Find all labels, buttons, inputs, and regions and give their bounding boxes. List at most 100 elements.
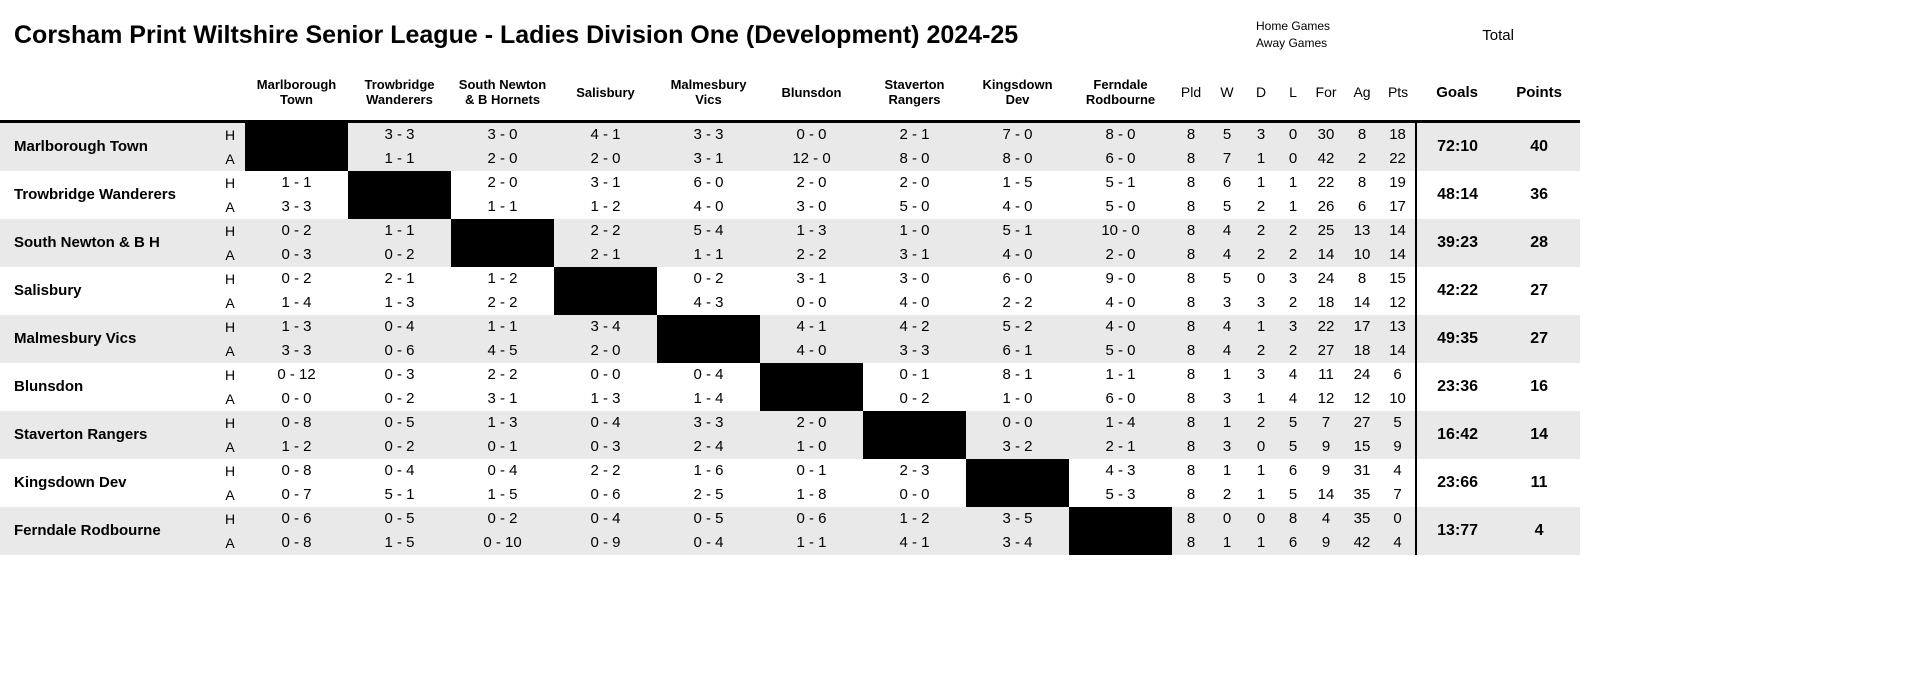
stat-cell: 6 bbox=[1222, 174, 1232, 191]
home-away-label: H bbox=[224, 127, 236, 143]
stat-cell: 2 bbox=[1256, 198, 1266, 215]
stat-cell: 19 bbox=[1389, 174, 1406, 191]
result-cell: 0 - 7 bbox=[281, 486, 312, 503]
team-row-home: Marlborough Town H 3 - 3 3 - 0 4 - 1 3 - 3 0 -… bbox=[0, 121, 1581, 171]
stat-cell: 9 bbox=[1321, 438, 1331, 455]
result-cell: 0 - 1 bbox=[899, 366, 930, 383]
result-cell: 5 - 0 bbox=[899, 198, 930, 215]
corner-spacer-ha bbox=[215, 64, 245, 123]
result-cell: 4 - 1 bbox=[796, 318, 827, 335]
opponent-header: Salisbury bbox=[554, 64, 657, 123]
result-cell: 4 - 0 bbox=[899, 294, 930, 311]
stat-cell: 0 bbox=[1256, 270, 1266, 287]
stat-cell: 10 bbox=[1389, 390, 1406, 407]
result-cell: 1 - 1 bbox=[281, 174, 312, 191]
page-title: Corsham Print Wiltshire Senior League - … bbox=[14, 20, 1019, 49]
stat-cell: 0 bbox=[1393, 510, 1402, 527]
stat-cell: 5 bbox=[1222, 270, 1232, 287]
opponent-header: South Newton & B Hornets bbox=[451, 64, 554, 123]
result-cell: 1 - 2 bbox=[281, 438, 312, 455]
corner-spacer-team bbox=[0, 64, 215, 123]
result-cell: 4 - 3 bbox=[1105, 462, 1136, 479]
stat-cell: 8 bbox=[1186, 198, 1196, 215]
result-cell: 0 - 12 bbox=[277, 366, 316, 383]
result-cell: 0 - 6 bbox=[796, 510, 827, 527]
result-cell: 2 - 1 bbox=[590, 246, 621, 263]
result-cell: 4 - 1 bbox=[590, 126, 621, 143]
stat-cell: 22 bbox=[1389, 150, 1406, 167]
stat-cell: 14 bbox=[1353, 294, 1371, 311]
team-row-home: Kingsdown Dev H 0 - 8 0 - 4 0 - 4 2 - 2 1 - 6 0… bbox=[0, 459, 1581, 507]
stat-cell: 14 bbox=[1389, 222, 1406, 239]
stat-cell: 1 bbox=[1256, 150, 1266, 167]
result-cell: 2 - 1 bbox=[899, 126, 930, 143]
result-cell: 6 - 0 bbox=[1105, 150, 1136, 167]
stat-cell: 31 bbox=[1353, 462, 1371, 479]
stat-cell: 22 bbox=[1317, 318, 1335, 335]
points-total: 40 bbox=[1530, 138, 1548, 155]
result-cell: 1 - 5 bbox=[1002, 174, 1033, 191]
stat-cell: 5 bbox=[1393, 414, 1402, 431]
stat-cell: 4 bbox=[1222, 342, 1232, 359]
result-cell: 0 - 6 bbox=[281, 510, 312, 527]
stat-cell: 3 bbox=[1256, 294, 1266, 311]
result-cell: 1 - 1 bbox=[487, 318, 518, 335]
result-cell: 0 - 2 bbox=[281, 270, 312, 287]
opponent-header: Blunsdon bbox=[760, 64, 863, 123]
stat-cell: 1 bbox=[1288, 174, 1298, 191]
goals-total: 23:66 bbox=[1415, 459, 1499, 507]
points-total: 27 bbox=[1530, 330, 1548, 347]
stat-cell: 8 bbox=[1186, 462, 1196, 479]
points-total: 4 bbox=[1534, 522, 1544, 539]
stat-cell: 12 bbox=[1389, 294, 1406, 311]
result-cell: 6 - 0 bbox=[1105, 390, 1136, 407]
stat-cell: 5 bbox=[1222, 198, 1232, 215]
home-away-label: H bbox=[224, 223, 236, 239]
stat-cell: 24 bbox=[1353, 366, 1371, 383]
goals-header: Goals bbox=[1416, 64, 1499, 123]
stat-cell: 8 bbox=[1288, 510, 1298, 527]
opponent-header: Staverton Rangers bbox=[863, 64, 966, 123]
result-cell: 1 - 1 bbox=[1105, 366, 1136, 383]
result-cell: 0 - 4 bbox=[693, 534, 724, 551]
stat-cell: 1 bbox=[1222, 414, 1232, 431]
points-total: 28 bbox=[1530, 234, 1548, 251]
goals-total: 49:35 bbox=[1415, 315, 1499, 363]
result-cell: 3 - 3 bbox=[693, 126, 724, 143]
goals-total: 13:77 bbox=[1415, 507, 1499, 555]
result-cell: 2 - 0 bbox=[1105, 246, 1136, 263]
result-cell: 1 - 4 bbox=[693, 390, 724, 407]
result-cell: 7 - 0 bbox=[1002, 126, 1033, 143]
result-cell: 4 - 2 bbox=[899, 318, 930, 335]
total-header: Total bbox=[1482, 26, 1514, 44]
result-cell: 3 - 1 bbox=[590, 174, 621, 191]
result-cell: 0 - 2 bbox=[384, 390, 415, 407]
result-cell: 3 - 1 bbox=[693, 150, 724, 167]
result-cell: 2 - 2 bbox=[487, 294, 518, 311]
title-cell: Corsham Print Wiltshire Senior League - … bbox=[0, 6, 1172, 64]
team-name: Salisbury bbox=[14, 282, 82, 299]
result-cell: 1 - 0 bbox=[796, 438, 827, 455]
result-cell: 6 - 1 bbox=[1002, 342, 1033, 359]
result-cell: 0 - 0 bbox=[281, 390, 312, 407]
result-cell: 1 - 3 bbox=[281, 318, 312, 335]
home-away-label: A bbox=[225, 535, 235, 551]
result-cell: 2 - 0 bbox=[487, 150, 518, 167]
stat-cell: 8 bbox=[1186, 390, 1196, 407]
result-cell: 1 - 5 bbox=[384, 534, 415, 551]
result-cell: 4 - 5 bbox=[487, 342, 518, 359]
stat-cell: 14 bbox=[1317, 486, 1335, 503]
result-cell: 8 - 0 bbox=[1105, 126, 1136, 143]
team-row-home: Staverton Rangers H 0 - 8 0 - 5 1 - 3 0 - 4 3 … bbox=[0, 411, 1581, 459]
result-cell: 2 - 3 bbox=[899, 462, 930, 479]
result-cell: 3 - 3 bbox=[384, 126, 415, 143]
result-cell: 2 - 0 bbox=[796, 414, 827, 431]
result-cell: 2 - 0 bbox=[590, 342, 621, 359]
goals-total: 39:23 bbox=[1415, 219, 1499, 267]
stat-cell: 3 bbox=[1256, 126, 1266, 143]
column-header-row: Marlborough Town Trowbridge Wanderers Sout… bbox=[0, 64, 1581, 123]
result-cell: 0 - 0 bbox=[796, 126, 827, 143]
stat-cell: 25 bbox=[1317, 222, 1335, 239]
opponent-header: Marlborough Town bbox=[245, 64, 348, 123]
stat-cell: 7 bbox=[1393, 486, 1402, 503]
